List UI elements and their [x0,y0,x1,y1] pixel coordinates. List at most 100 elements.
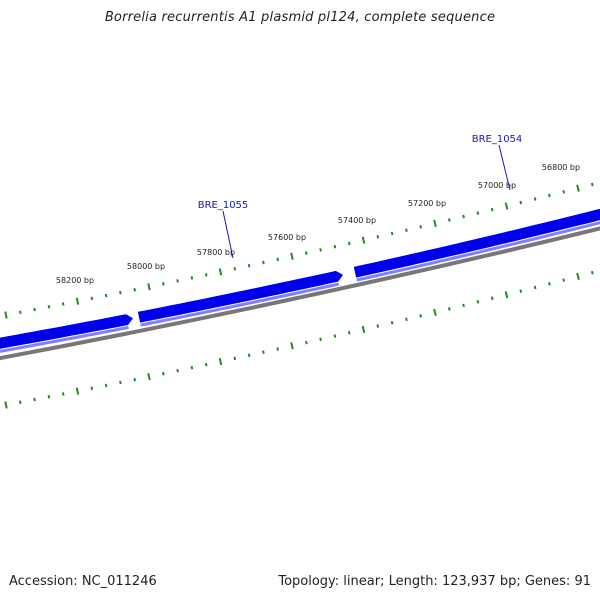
ruler-tick [519,200,523,205]
ruler-tick [333,244,337,249]
ruler-tick [361,325,366,334]
ruler-tick [247,353,251,358]
ruler-tick [347,241,351,246]
ruler-tick [247,263,251,268]
ruler-tick [161,282,165,286]
ruler-tick [390,231,394,236]
ruler-tick [90,296,94,301]
ruler-tick [190,365,194,370]
ruler-tick [19,400,22,405]
ruler-tick [47,395,51,399]
gene-shadow [356,221,600,282]
ruler-label: 57800 bp [197,248,235,257]
ruler-tick [576,184,580,192]
ruler-tick [405,228,408,232]
ruler-tick [218,268,223,276]
ruler-tick [419,314,423,318]
ruler-tick [4,401,8,409]
ruler-tick [333,334,337,338]
ruler-tick [290,342,294,350]
ruler-label: 57400 bp [338,216,376,225]
gene-track [0,207,600,353]
ruler-tick [119,290,122,295]
ruler-tick [61,392,65,396]
ruler-tick [262,260,265,265]
ruler-tick [347,330,351,335]
ruler-tick [376,235,380,239]
ruler-tick [590,182,594,187]
ruler-tick [47,305,51,309]
ruler-label: 57600 bp [268,233,306,242]
ruler-tick [119,380,122,385]
ruler-tick [476,300,480,304]
ruler-tick [390,320,394,325]
ruler-tick [419,225,423,229]
ruler-tick [376,324,380,328]
ruler-tick [161,371,165,376]
ruler-tick [490,207,494,212]
ruler-tick [133,287,136,292]
sequence-backbone [0,226,600,361]
ruler-tick [19,310,22,315]
ruler-tick [462,303,465,308]
ruler-tick [147,373,151,381]
gene-leader-line [222,210,234,259]
ruler-tick [290,252,294,260]
gene-label[interactable]: BRE_1055 [198,200,249,211]
ruler-tick [147,283,151,291]
ruler-tick [548,193,551,198]
ruler-tick [104,293,108,298]
ruler-tick [4,311,8,319]
gene-label[interactable]: BRE_1054 [472,134,523,145]
ruler-tick [319,337,322,342]
gene-shadow [0,325,129,353]
sequence-summary: Topology: linear; Length: 123,937 bp; Ge… [278,574,591,589]
ruler-tick [75,297,80,305]
ruler-tick [548,282,551,286]
ruler-tick [176,368,179,373]
gene-arrow-3[interactable] [353,207,600,278]
ruler-tick [590,270,594,275]
gene-shadow [140,282,340,327]
ruler-tick [90,386,94,391]
ruler-tick [490,296,494,301]
ruler-tick [75,387,80,395]
ruler-tick [476,211,480,215]
ruler-label: 56800 bp [542,163,580,172]
ruler-tick [533,197,537,201]
ruler-tick [133,377,137,382]
gene-labels: BRE_1055 BRE_1054 [198,134,523,259]
ruler-tick [176,279,179,283]
ruler-tick [519,289,523,293]
ruler-tick [304,251,308,255]
ruler-tick [504,291,509,299]
ruler-tick [276,257,280,262]
map-title: Borrelia recurrentis A1 plasmid pl124, c… [104,10,496,25]
ruler-tick [262,350,265,354]
ruler-tick [33,397,36,402]
ruler-labels: 56800 bp 57000 bp 57200 bp 57400 bp 57600 bp… [56,163,580,285]
ruler-label: 57200 bp [408,199,446,208]
ruler-tick [218,357,223,366]
ruler-tick [433,219,437,228]
ruler-tick [462,214,465,219]
ruler-tick [361,236,366,244]
ruler-tick [204,273,208,277]
ruler-tick [405,317,408,322]
ruler-tick [447,307,451,311]
gene-arrow-2[interactable] [137,270,343,323]
ruler-tick [319,248,322,252]
gene-arrow-1[interactable] [0,314,133,350]
ruler-tick [61,302,65,306]
ruler-tick [104,383,108,388]
ruler-tick [190,276,194,280]
ruler-tick [576,272,580,281]
ruler-label: 57000 bp [478,181,516,190]
ruler-tick [433,308,437,317]
ruler-tick [304,340,308,345]
ruler-tick [504,202,509,210]
ruler-tick [447,218,451,222]
ruler-tick [233,356,237,361]
inner-tick-track [4,270,594,409]
